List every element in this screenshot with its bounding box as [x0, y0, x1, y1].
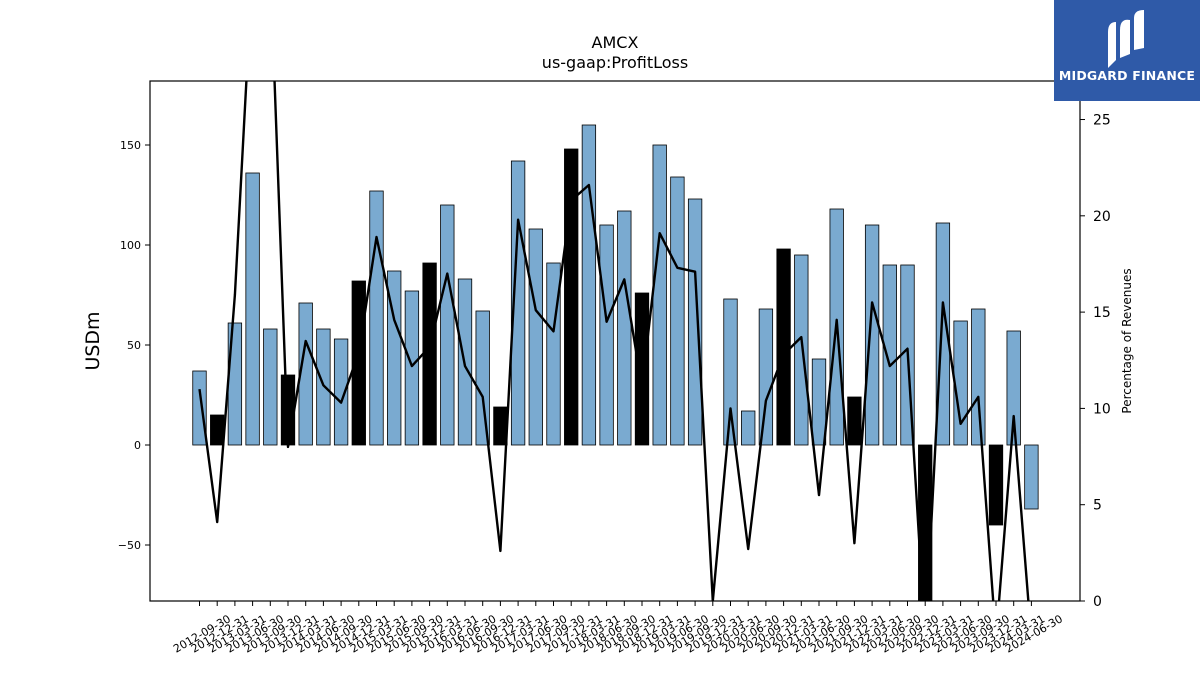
bar	[882, 264, 897, 446]
bar	[298, 302, 313, 446]
bar	[776, 248, 791, 446]
bar	[192, 370, 207, 446]
bar	[245, 172, 260, 446]
bar	[599, 224, 614, 446]
y2-tick-label: 15	[1093, 305, 1111, 321]
bar	[741, 410, 756, 446]
y-tick-label: 50	[127, 339, 141, 352]
bar	[316, 328, 331, 446]
series-line	[198, 81, 1030, 601]
bar	[422, 262, 437, 446]
bar	[333, 338, 349, 446]
y2-tick-label: 5	[1093, 498, 1102, 514]
bar	[634, 292, 650, 446]
bar-group	[192, 124, 1039, 602]
bar	[263, 328, 278, 446]
bar	[564, 148, 579, 446]
bar	[1024, 444, 1039, 510]
bar	[387, 270, 402, 446]
bar	[723, 298, 738, 446]
y-tick-label: −50	[118, 539, 141, 552]
bar	[864, 224, 880, 446]
bar	[847, 396, 862, 446]
bar	[351, 280, 366, 446]
bar	[687, 198, 703, 446]
y2-tick-label: 0	[1093, 594, 1102, 610]
y2-tick-label: 25	[1093, 113, 1111, 129]
bar	[1006, 330, 1021, 446]
bar	[475, 310, 490, 446]
y2-tick-label: 20	[1093, 209, 1111, 225]
y2-tick-label: 10	[1093, 401, 1111, 417]
bar	[652, 144, 667, 446]
bar	[670, 176, 685, 446]
bar	[758, 308, 774, 446]
bar	[988, 444, 1004, 526]
bar	[440, 204, 455, 446]
bar	[617, 210, 632, 446]
bar	[581, 124, 597, 446]
midgard-logo-icon	[1108, 10, 1144, 68]
brand-logo: MIDGARD FINANCE	[1054, 0, 1200, 101]
line-group	[198, 81, 1030, 601]
bar	[794, 254, 809, 446]
bar	[210, 414, 225, 446]
chart-subtitle: us-gaap:ProfitLoss	[542, 53, 688, 72]
chart-title: AMCX	[592, 33, 639, 52]
y2-axis-label: Percentage of Revenues	[1120, 268, 1134, 413]
y-tick-label: 0	[134, 439, 141, 452]
bar	[369, 190, 384, 446]
bar	[404, 290, 420, 446]
bar	[971, 308, 986, 446]
y-tick-label: 100	[120, 239, 141, 252]
bar	[811, 358, 827, 446]
bar	[493, 406, 508, 446]
bar	[953, 320, 968, 446]
brand-name: MIDGARD FINANCE	[1058, 68, 1196, 83]
y-axis-label: USDm	[82, 311, 104, 370]
bar	[528, 228, 543, 446]
plot-frame	[149, 80, 1081, 602]
y-tick-label: 150	[120, 139, 141, 152]
axes: −5005010015005101520252012-09-302012-12-…	[118, 80, 1111, 656]
